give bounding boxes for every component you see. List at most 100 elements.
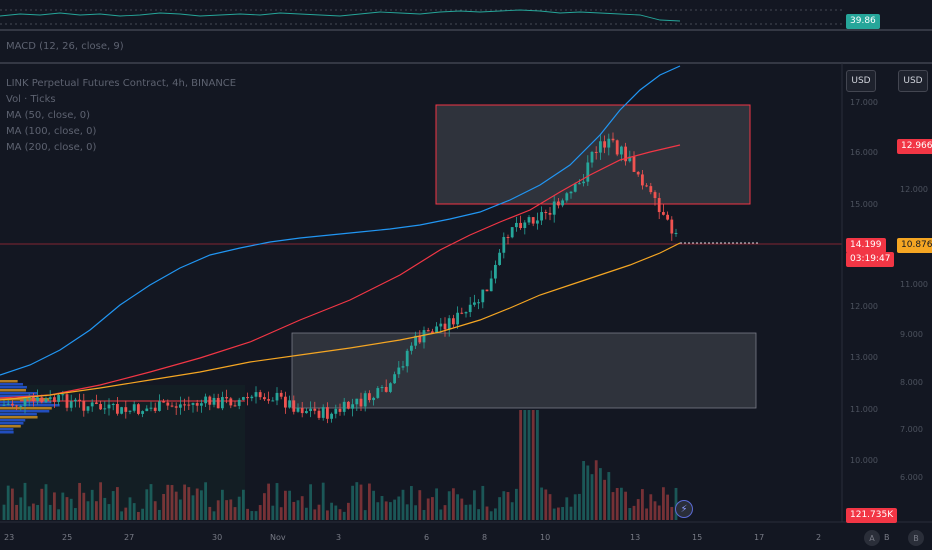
candle-body — [342, 401, 346, 412]
candle-body — [334, 408, 338, 414]
symbol-title: LINK Perpetual Futures Contract, 4h, BIN… — [6, 78, 237, 89]
axis-label-right: 11.000 — [900, 280, 928, 289]
volume-bar — [74, 508, 77, 520]
candle-body — [6, 403, 10, 405]
currency-button-left[interactable]: USD — [846, 70, 876, 92]
volume-bar — [82, 492, 86, 520]
candle-body — [393, 374, 396, 384]
volume-bar — [107, 504, 111, 520]
candle-body — [397, 367, 401, 375]
volume-bar — [557, 507, 560, 520]
volume-bar — [288, 490, 291, 520]
currency-button-right[interactable]: USD — [898, 70, 928, 92]
axis-label: 10.000 — [850, 456, 878, 465]
demand-zone-box[interactable] — [291, 332, 757, 409]
volume-bar — [426, 498, 430, 520]
volume-bar — [296, 500, 300, 520]
candle-body — [313, 408, 317, 411]
candle-body — [435, 326, 438, 334]
volume-bar — [309, 484, 312, 520]
volume-bar — [145, 489, 149, 520]
candle-body — [44, 399, 48, 403]
volume-bar — [11, 488, 14, 520]
lightning-icon[interactable]: ⚡ — [675, 500, 693, 518]
volume-profile-bar — [0, 413, 37, 416]
volume-bar — [380, 496, 384, 520]
volume-bar — [174, 491, 178, 520]
volume-bar — [99, 482, 102, 520]
volume-bar — [225, 500, 228, 520]
candle-body — [11, 403, 14, 406]
volume-bar — [191, 495, 195, 520]
volume-bar — [435, 488, 438, 520]
candle-body — [229, 398, 233, 406]
volume-bar — [431, 497, 434, 520]
candle-body — [183, 404, 186, 406]
candle-body — [74, 399, 77, 402]
candle-body — [48, 397, 52, 400]
candle-body — [431, 331, 434, 334]
candle-body — [569, 191, 573, 194]
volume-bar — [90, 489, 94, 520]
volume-bar — [489, 511, 493, 520]
candle-body — [670, 219, 674, 234]
candle-body — [666, 214, 669, 220]
candle-body — [611, 138, 615, 141]
volume-bar — [250, 511, 254, 520]
volume-bar — [200, 490, 203, 520]
log-scale-button[interactable]: B — [908, 530, 924, 546]
volume-bar — [439, 509, 443, 520]
candle-body — [145, 408, 149, 412]
candle-body — [653, 192, 657, 199]
auto-scale-button[interactable]: A — [864, 530, 880, 546]
volume-bar — [233, 507, 237, 520]
volume-bar — [599, 468, 602, 520]
volume-bar — [103, 497, 107, 520]
volume-bar — [338, 509, 342, 520]
candle-body — [330, 413, 333, 419]
volume-bar — [578, 493, 581, 520]
ma200-line — [0, 65, 681, 376]
ma200-legend: MA (200, close, 0) — [6, 142, 97, 153]
candle-body — [254, 392, 258, 397]
volume-bar — [78, 482, 81, 520]
candle-body — [242, 397, 245, 400]
candle-body — [389, 383, 392, 392]
candle-body — [662, 212, 665, 215]
candle-body — [191, 403, 195, 405]
candle-body — [15, 405, 18, 407]
time-label: 15 — [692, 533, 703, 542]
volume-bar — [368, 483, 371, 520]
volume-bar — [149, 484, 153, 520]
vol-legend: Vol · Ticks — [6, 94, 56, 105]
volume-bar — [552, 508, 556, 520]
candle-body — [204, 396, 207, 404]
candle-body — [645, 185, 648, 187]
candle-body — [615, 140, 619, 155]
volume-bar — [573, 494, 577, 520]
axis-label: 15.000 — [850, 200, 878, 209]
candle-body — [460, 312, 464, 314]
volume-bar — [57, 509, 60, 520]
volume-bar — [565, 497, 569, 520]
volume-bar — [460, 498, 464, 520]
volume-bar — [284, 490, 287, 520]
volume-bar — [32, 503, 35, 520]
candle-body — [258, 392, 262, 398]
time-label: 25 — [62, 533, 73, 542]
candle-body — [141, 411, 144, 414]
volume-bar — [124, 507, 128, 520]
volume-bar — [187, 487, 191, 520]
volume-bar — [23, 482, 27, 520]
volume-bar — [527, 410, 531, 520]
volume-bar — [170, 485, 174, 520]
candle-body — [359, 398, 363, 407]
axis-label-right: 6.000 — [900, 473, 923, 482]
time-label: 17 — [754, 533, 765, 542]
time-label: 23 — [4, 533, 15, 542]
candle-body — [300, 407, 304, 414]
candle-body — [351, 404, 354, 409]
candle-body — [305, 411, 308, 414]
candle-body — [540, 212, 543, 221]
